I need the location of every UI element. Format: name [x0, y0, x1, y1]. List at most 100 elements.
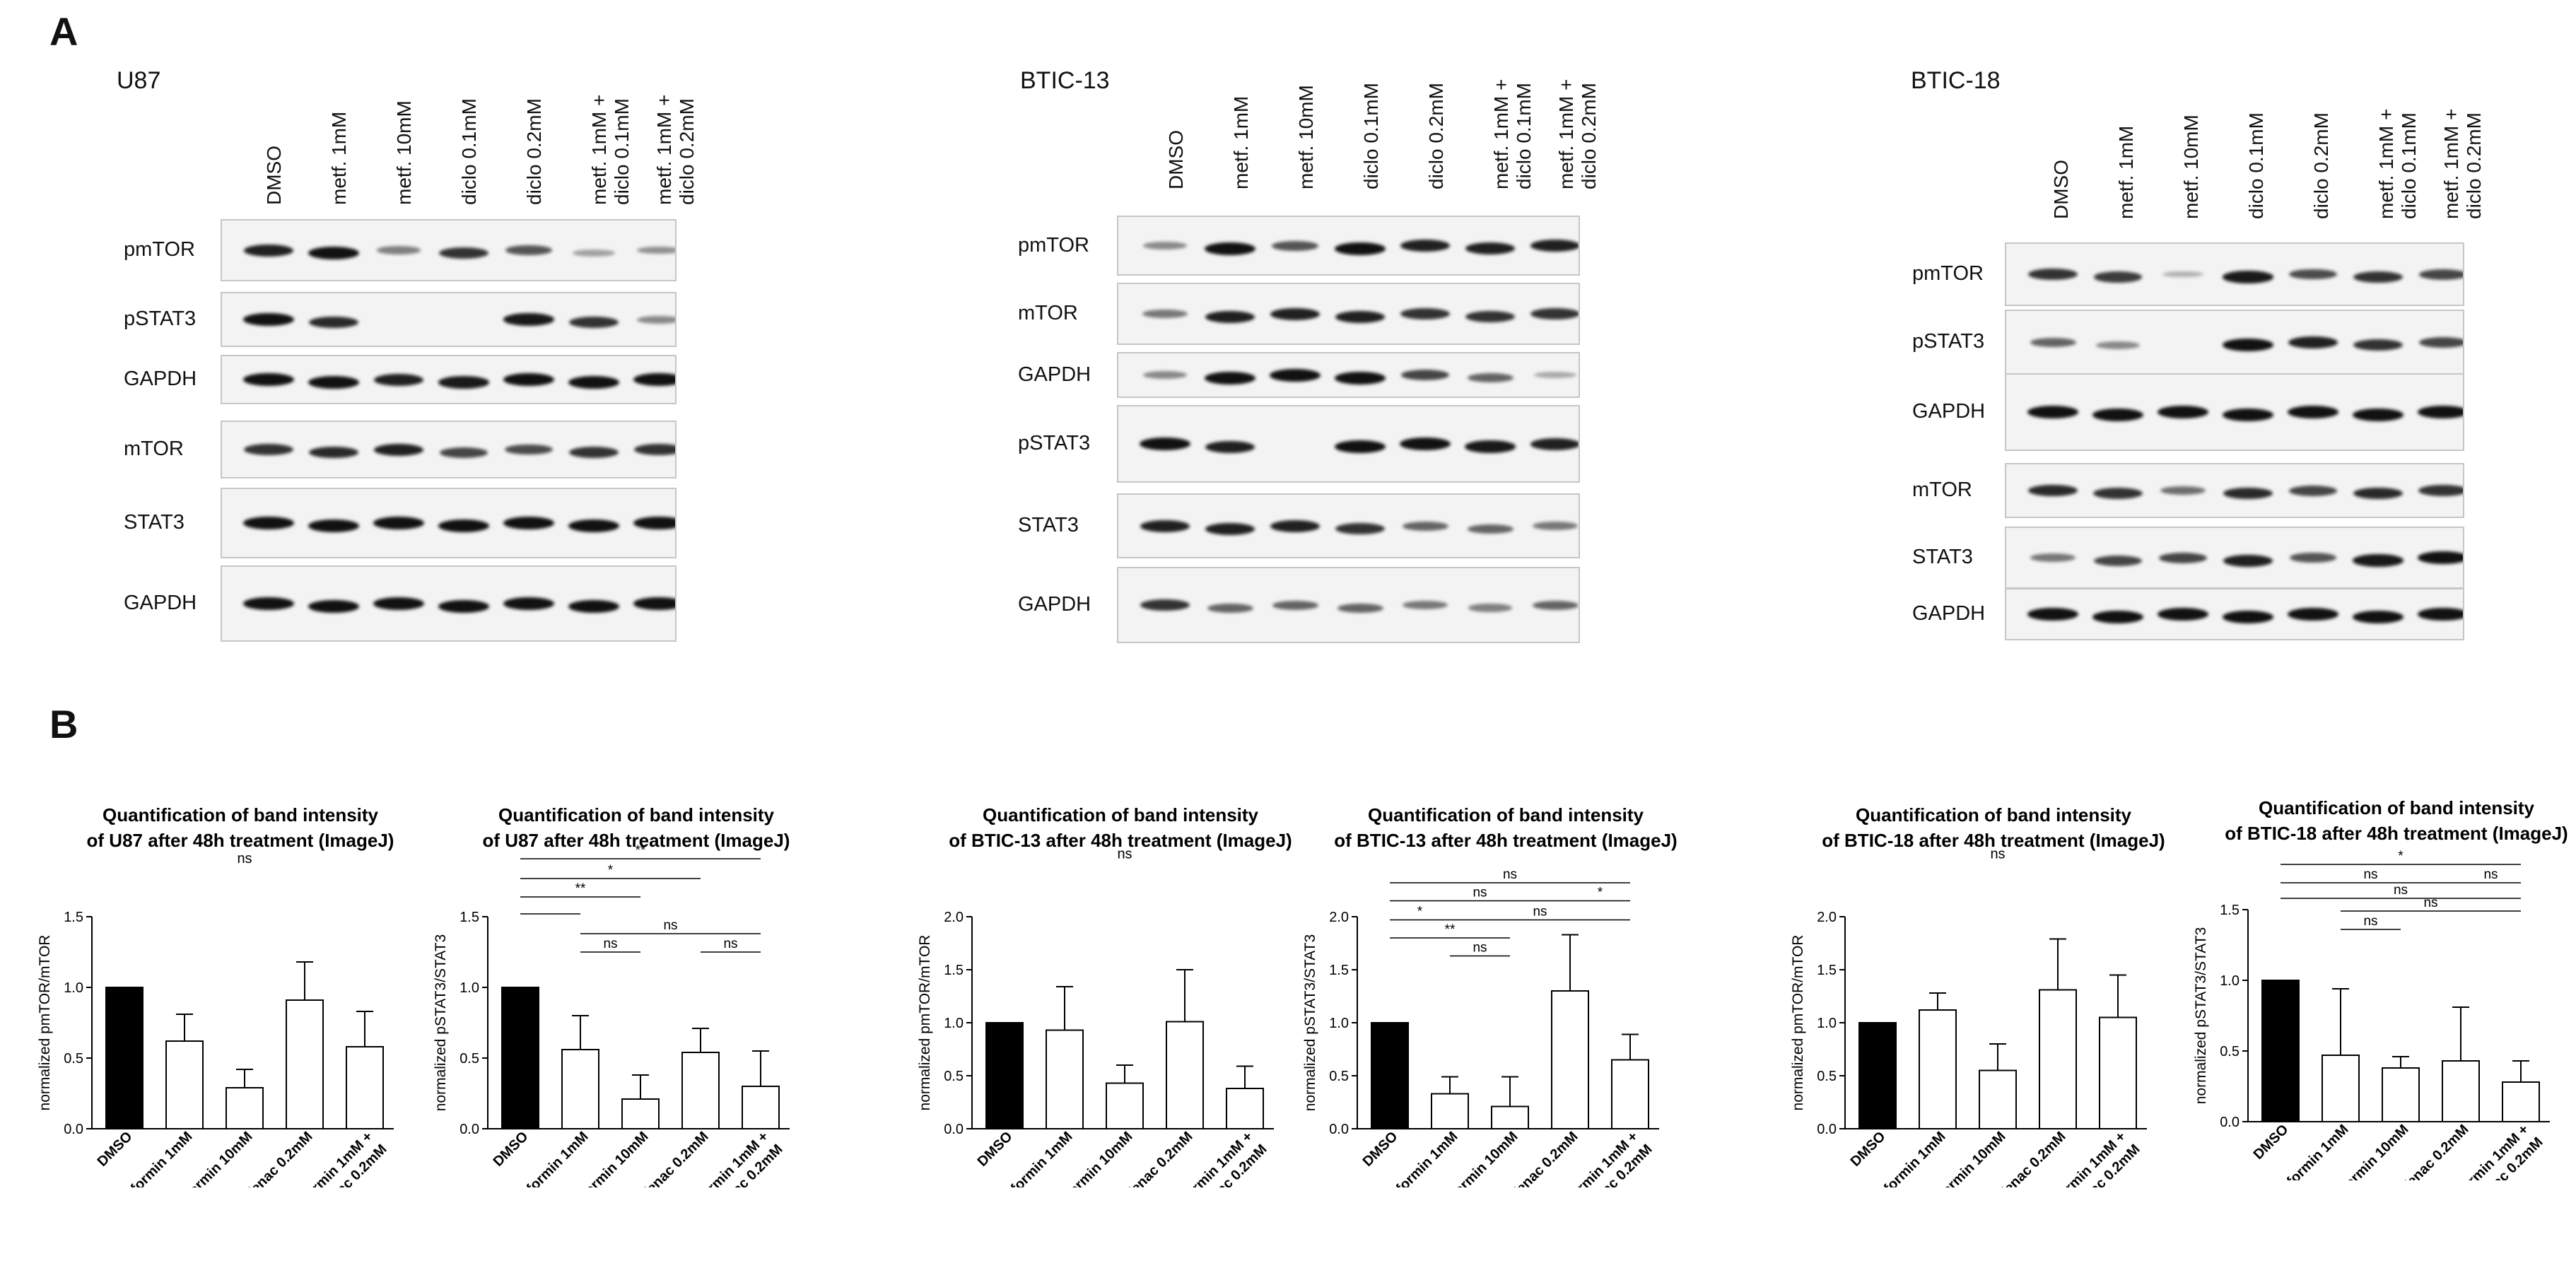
chart-title: of BTIC-13 after 48h treatment (ImageJ) [949, 830, 1292, 851]
bar-chart: Quantification of band intensity of BTIC-… [1790, 806, 2165, 1187]
blot-band [2353, 271, 2403, 283]
bar [1371, 1022, 1409, 1129]
bar [2502, 1081, 2540, 1122]
blot-band [2288, 608, 2338, 621]
blot-image [1117, 493, 1580, 558]
y-axis-label: normalized pmTOR/mTOR [37, 935, 53, 1111]
blot-row-label: GAPDH [1018, 593, 1091, 616]
blot-cell-title: BTIC-13 [1020, 67, 1110, 94]
blot-band [1142, 242, 1188, 249]
chart-title: of BTIC-18 after 48h treatment (ImageJ) [2225, 823, 2568, 844]
blot-band [1205, 522, 1255, 535]
blot-image [221, 219, 677, 281]
panel-letter-b: B [49, 702, 78, 746]
blot-image [1117, 216, 1580, 276]
bar [2099, 1016, 2137, 1129]
y-tick-label: 2.0 [1817, 910, 1837, 925]
chart-title: of BTIC-13 after 48h treatment (ImageJ) [1334, 830, 1677, 851]
blot-band [633, 517, 675, 529]
bar-chart: Quantification of band intensity of BTIC-… [917, 806, 1292, 1187]
significance-label: ns [663, 918, 677, 933]
blot-band [1270, 519, 1321, 532]
significance-label: ns [1473, 886, 1487, 900]
blot-row-label: pmTOR [1018, 233, 1089, 257]
significance-label: ** [1445, 922, 1456, 937]
bar [2261, 980, 2300, 1122]
blot-image [1117, 567, 1580, 643]
bar [2039, 989, 2077, 1129]
blot-band [2353, 409, 2404, 421]
blot-row-label: mTOR [124, 438, 184, 460]
significance-label: ns [2394, 883, 2408, 898]
significance-label: ns [237, 851, 252, 867]
category-label: DMSO [1848, 1129, 1889, 1170]
blot-band [1140, 599, 1190, 611]
y-axis-label: normalized pSTAT3/STAT3 [2193, 927, 2209, 1105]
blot-band [1530, 308, 1579, 319]
bar [1919, 1009, 1957, 1129]
blot-band [2418, 608, 2463, 621]
blot-row-label: pmTOR [124, 238, 195, 261]
blot-band [2418, 406, 2463, 418]
blot-band [438, 376, 489, 389]
blot-band [1465, 311, 1515, 322]
y-tick-label: 0.5 [459, 1051, 479, 1067]
blot-row-label: STAT3 [124, 511, 185, 534]
y-tick-label: 1.0 [64, 980, 83, 996]
y-axis-label: normalized pSTAT3/STAT3 [433, 934, 449, 1112]
blot-row-label: pSTAT3 [1912, 330, 1985, 353]
blot-image [2005, 588, 2464, 640]
blot-band [1205, 242, 1255, 255]
blot-band [2160, 486, 2206, 495]
blot-band [308, 600, 359, 613]
blot-band [1530, 438, 1579, 450]
blot-band [2092, 409, 2143, 421]
blot-band [2159, 552, 2207, 563]
lane-label: metf. 1mM + diclo 0.2mM [1555, 78, 1600, 189]
bar [742, 1086, 780, 1129]
bar [1858, 1022, 1897, 1129]
blot-band [1270, 307, 1321, 320]
blot-band [244, 444, 293, 455]
lane-label: DMSO [263, 146, 285, 205]
blot-band [1402, 521, 1448, 531]
category-label: DMSO [975, 1129, 1016, 1170]
significance-label: ns [1533, 905, 1547, 920]
blot-band [637, 246, 675, 254]
y-tick-label: 1.0 [1329, 1016, 1349, 1031]
lane-label: metf. 1mM + diclo 0.2mM [653, 94, 698, 205]
blot-band [1465, 440, 1516, 453]
bar [501, 987, 539, 1129]
blot-band [1467, 373, 1514, 382]
blot-band [373, 517, 424, 529]
significance-label: ns [2423, 896, 2437, 910]
blot-band [2289, 485, 2337, 496]
bar [1226, 1088, 1264, 1129]
blot-band [505, 444, 553, 455]
blot-band [503, 597, 554, 610]
chart-title: Quantification of band intensity [1368, 806, 1644, 826]
blot-image [221, 488, 677, 558]
blot-row-label: pSTAT3 [124, 307, 197, 330]
blot-band [1335, 242, 1386, 255]
significance-label: * [1598, 886, 1603, 900]
blot-band [1335, 523, 1385, 534]
blot-image [1117, 352, 1580, 398]
bar [561, 1049, 599, 1129]
lane-label: diclo 0.2mM [523, 98, 545, 205]
blot-band [2030, 337, 2076, 347]
y-tick-label: 2.0 [944, 910, 964, 925]
y-tick-label: 1.0 [459, 980, 479, 996]
lane-label: diclo 0.2mM [1425, 83, 1447, 189]
blot-band [2093, 488, 2143, 499]
blot-band [2419, 336, 2463, 348]
blot-band [2095, 341, 2141, 349]
blot-band [1271, 240, 1319, 251]
blot-image [1117, 283, 1580, 345]
lane-label: diclo 0.1mM [1360, 83, 1382, 189]
bar [1491, 1105, 1529, 1129]
blot-row-label: GAPDH [1018, 363, 1091, 386]
blot-image [221, 292, 677, 347]
y-tick-label: 0.5 [1329, 1069, 1349, 1084]
blot-band [633, 373, 675, 386]
